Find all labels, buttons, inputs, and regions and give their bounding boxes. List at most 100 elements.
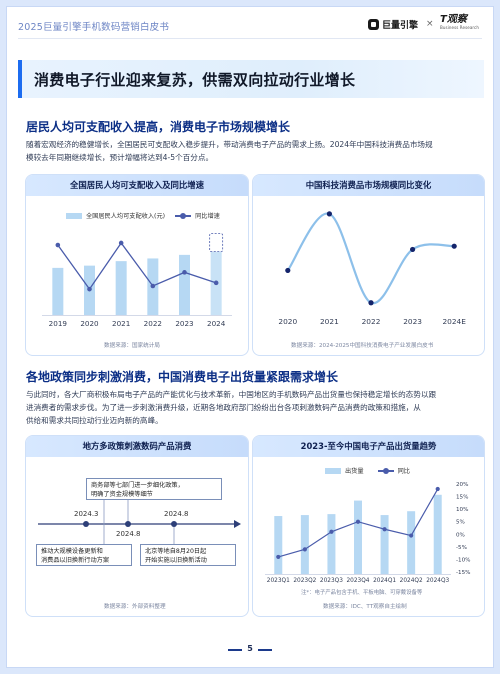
legend-line-label: 同比 [397, 468, 410, 475]
income-legend: 全国居民人均可支配收入(元) 同比增速 [66, 211, 220, 220]
shipment-y2-tick: 20% [456, 482, 468, 488]
legend-line-swatch [377, 467, 394, 474]
timeline-date: 2024.8 [164, 510, 189, 518]
timeline-event-text: 推动大规模设备更新和 [41, 548, 103, 555]
shipment-chart: 2023Q1 2023Q2 2023Q3 2023Q4 2024Q1 2024Q2 2024… [265, 482, 470, 584]
section2-text-line: 进消费者的需求步伐。为了进一步刺激消费升级，近期各地政府部门纷纷出台各项刺激数码… [26, 403, 421, 412]
legend-bar-swatch [66, 212, 82, 219]
shipment-bar [407, 511, 416, 574]
income-bar [115, 261, 127, 315]
section1-title: 居民人均可支配收入提高，消费电子市场规模增长 [26, 120, 291, 134]
policy-panel: 地方多政策刺激数码产品消费 商务部等七部门进一步细化政策， 明确了资金规模等细节… [26, 436, 248, 616]
market-chart-panel: 中国科技消费品市场规模同比变化 2020 2021 2022 2023 2024E 数据… [253, 175, 484, 355]
timeline-event-text: 消费品以旧换新行动方案 [41, 557, 110, 564]
legend-bar-label: 全国居民人均可支配收入(元) [86, 213, 166, 220]
income-projection-box [209, 233, 224, 253]
income-x-tick: 2023 [175, 319, 193, 328]
shipment-y2-tick: 10% [456, 507, 468, 513]
shipment-x-tick: 2023Q4 [346, 578, 369, 584]
policy-panel-title: 地方多政策刺激数码产品消费 [26, 436, 248, 457]
section2-text: 与此同时，各大厂商积极布局电子产品的产能优化与技术革新，中国地区的手机数码产品出… [26, 388, 488, 427]
shipment-yoy-point [435, 486, 440, 492]
market-x-tick: 2021 [320, 317, 339, 326]
income-bar [179, 254, 190, 315]
timeline-arrow [234, 520, 241, 528]
income-growth-point [213, 280, 219, 286]
market-x-tick: 2020 [278, 317, 297, 326]
shipment-bar [327, 514, 336, 574]
market-point [451, 243, 457, 249]
shipment-y2-tick: -5% [456, 545, 467, 551]
income-x-tick: 2022 [144, 319, 162, 328]
legend-line-swatch [175, 212, 192, 219]
shipment-y2-tick: 15% [456, 495, 468, 501]
legend-bar-label: 出货量 [345, 468, 364, 475]
timeline-event-text: 商务部等七部门进一步细化政策， [91, 482, 184, 489]
market-point [368, 300, 374, 306]
main-title: 消费电子行业迎来复苏，供需双向拉动行业增长 [34, 71, 356, 89]
shipment-yoy-point [355, 519, 361, 524]
header-divider [18, 38, 482, 39]
shipment-bar [354, 500, 362, 574]
income-bar [52, 267, 64, 315]
income-growth-point [182, 270, 187, 275]
market-point [326, 211, 332, 217]
income-x-tick: 2021 [112, 319, 130, 328]
policy-source: 数据来源：外部资料整理 [104, 604, 166, 610]
page-number: 5 [247, 644, 253, 653]
section2-text-line: 与此同时，各大厂商积极布局电子产品的产能优化与技术革新，中国地区的手机数码产品出… [26, 390, 437, 399]
income-x-tick: 2020 [80, 319, 99, 328]
market-point [410, 246, 416, 253]
market-point [285, 267, 291, 274]
timeline-event-text: 开始实施以旧换新活动 [145, 557, 207, 564]
shipment-yoy-point [329, 529, 334, 534]
shipment-yoy-point [276, 554, 281, 560]
income-x-tick: 2024 [207, 319, 226, 328]
shipment-note: 注*：电子产品包含手机、平板电脑、可穿戴设备等 [301, 590, 423, 596]
timeline-event-text: 北京等地自8月20日起 [145, 548, 207, 555]
shipment-bar [274, 516, 283, 574]
shipment-legend: 出货量 同比 [325, 466, 410, 475]
timeline-event-box: 北京等地自8月20日起 开始实施以旧换新活动 [140, 544, 236, 566]
shipment-x-tick: 2024Q1 [373, 578, 396, 584]
header-title: 2025巨量引擎手机数码营销白皮书 [18, 22, 170, 33]
income-source: 数据来源：国家统计局 [104, 343, 160, 349]
income-growth-point [150, 283, 156, 289]
market-chart-title: 中国科技消费品市场规模同比变化 [253, 175, 484, 196]
legend-line-label: 同比增速 [195, 213, 220, 220]
shipment-bar [380, 515, 389, 574]
shipment-x-tick: 2024Q2 [400, 578, 423, 584]
juliang-logo: 巨量引擎 [368, 18, 418, 31]
logo-separator: × [426, 19, 434, 29]
shipment-x-tick: 2023Q1 [267, 578, 290, 584]
income-growth-point [87, 286, 92, 292]
section1-text-line: 模较去年同期继续增长，预计增幅将达到4-5个百分点。 [26, 153, 214, 162]
shipment-yoy-point [409, 533, 414, 538]
timeline-event-box: 商务部等七部门进一步细化政策， 明确了资金规模等细节 [86, 478, 222, 500]
shipment-x-tick: 2023Q2 [293, 578, 316, 584]
shipment-bar [433, 494, 442, 574]
income-x-tick: 2019 [49, 319, 68, 328]
legend-bar-swatch [325, 467, 341, 474]
income-chart-title: 全国居民人均可支配收入及同比增速 [26, 175, 248, 196]
page-number-dash [228, 649, 242, 651]
main-title-banner: 消费电子行业迎来复苏，供需双向拉动行业增长 [18, 60, 484, 98]
timeline-date: 2024.8 [116, 530, 141, 538]
shipment-yoy-point [302, 547, 307, 552]
market-x-tick: 2024E [442, 317, 466, 326]
section1-text: 随着宏观经济的稳健增长，全国居民可支配收入稳步提升，带动消费电子产品的需求上扬。… [26, 138, 486, 164]
timeline-event-box: 推动大规模设备更新和 消费品以旧换新行动方案 [36, 544, 132, 566]
shipment-y2-tick: -10% [456, 557, 470, 563]
income-growth-point [118, 240, 124, 246]
shipment-bar [300, 515, 309, 574]
market-line [286, 212, 455, 305]
market-x-tick: 2023 [403, 317, 422, 326]
shipment-x-tick: 2024Q3 [426, 578, 449, 584]
market-source: 数据来源：2024-2025中国科技消费电子产业发展白皮书 [291, 343, 434, 349]
tt-logo-text: T观察 [440, 14, 467, 25]
shipment-chart-title: 2023-至今中国电子产品出货量趋势 [253, 436, 484, 457]
page-number-dash [258, 649, 272, 651]
shipment-yoy-point [382, 527, 387, 532]
market-x-tick: 2022 [362, 317, 381, 326]
timeline-dot [83, 521, 89, 527]
